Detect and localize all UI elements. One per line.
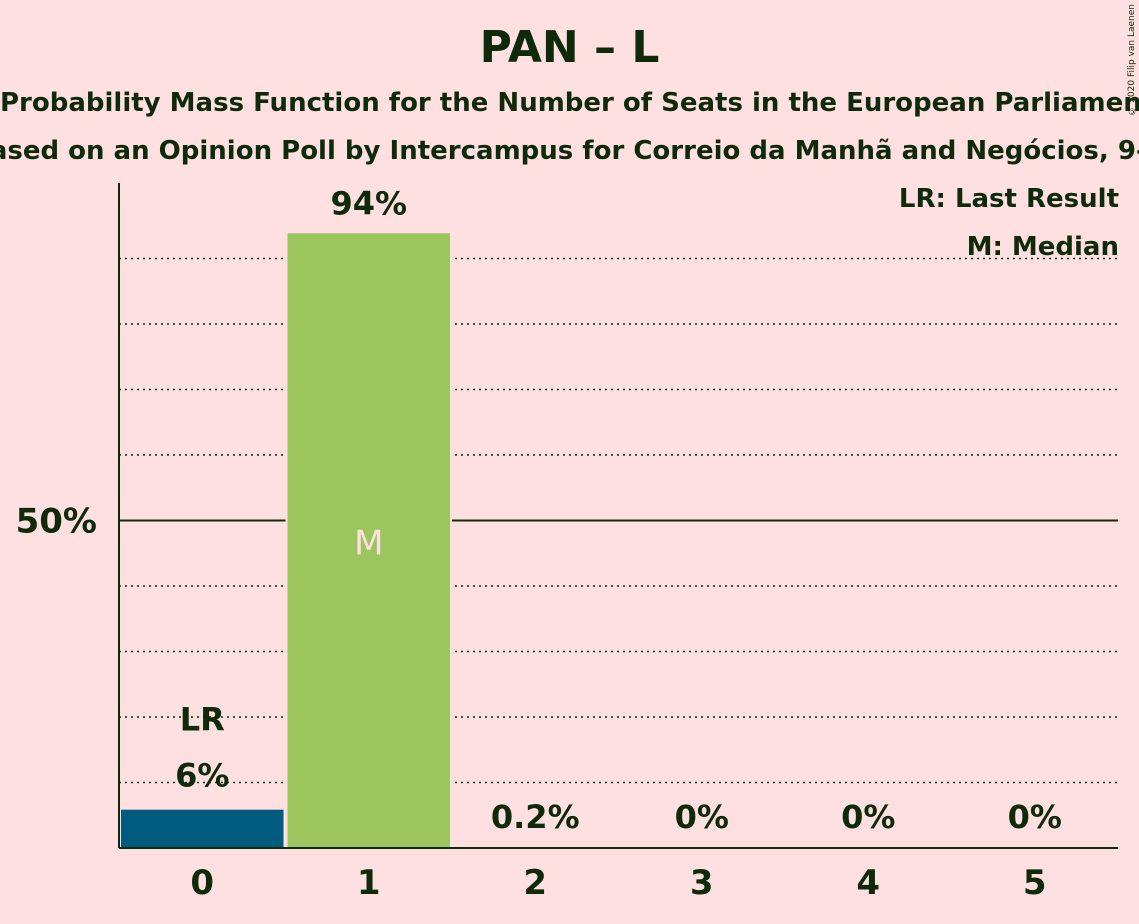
chart-subtitle: Probability Mass Function for the Number… (0, 88, 1139, 118)
chart-source: Based on an Opinion Poll by Intercampus … (0, 136, 1139, 166)
value-label-3: 0% (675, 798, 729, 836)
x-tick-label-3: 3 (690, 863, 714, 903)
value-label-5: 0% (1008, 798, 1062, 836)
x-tick-label-4: 4 (856, 863, 880, 903)
value-label-4: 0% (841, 798, 895, 836)
legend-last-result: LR: Last Result (898, 184, 1119, 214)
value-label-2: 0.2% (491, 798, 580, 836)
legend-median: M: Median (966, 232, 1119, 262)
median-marker: M (354, 524, 383, 564)
x-tick-label-2: 2 (523, 863, 547, 903)
y-tick-label: 50% (16, 502, 97, 542)
x-tick-label-0: 0 (190, 863, 214, 903)
bar-seat-0 (119, 807, 286, 850)
value-label-0: 6% (175, 757, 229, 795)
x-tick-label-1: 1 (357, 863, 381, 903)
x-tick-label-5: 5 (1023, 863, 1047, 903)
value-label-1: 94% (330, 184, 407, 222)
bar-seat-1 (285, 231, 452, 850)
last-result-marker: LR (180, 701, 225, 739)
chart-title: PAN – L (479, 22, 660, 73)
